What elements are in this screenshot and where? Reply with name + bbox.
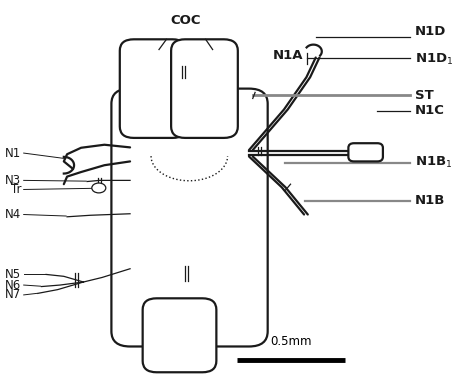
Text: N1B$_1$: N1B$_1$ [414, 155, 452, 170]
Text: N7: N7 [5, 288, 21, 301]
Text: N5: N5 [5, 268, 21, 281]
FancyBboxPatch shape [348, 143, 383, 162]
FancyBboxPatch shape [120, 39, 186, 138]
Text: N3: N3 [5, 174, 21, 187]
FancyBboxPatch shape [143, 298, 216, 372]
Text: Tr: Tr [11, 183, 21, 196]
Text: N6: N6 [5, 278, 21, 291]
FancyBboxPatch shape [171, 39, 238, 138]
Text: N1: N1 [5, 147, 21, 160]
Text: COC: COC [171, 14, 201, 27]
Text: N1B: N1B [414, 194, 445, 207]
Text: N1C: N1C [414, 104, 445, 117]
Text: ST: ST [414, 89, 433, 102]
Ellipse shape [92, 183, 106, 193]
Text: N4: N4 [5, 208, 21, 221]
FancyBboxPatch shape [111, 89, 268, 346]
Text: N1D: N1D [414, 25, 446, 38]
Text: N1A: N1A [273, 49, 303, 62]
Text: 0.5mm: 0.5mm [270, 335, 312, 348]
Text: N1D$_1$: N1D$_1$ [414, 52, 453, 66]
